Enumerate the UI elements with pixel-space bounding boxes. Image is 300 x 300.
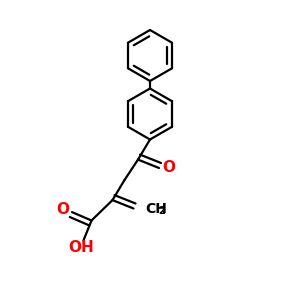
Text: O: O: [162, 160, 175, 175]
Text: OH: OH: [68, 240, 94, 255]
Text: 2: 2: [158, 206, 165, 217]
Text: CH: CH: [146, 202, 167, 216]
Text: O: O: [56, 202, 70, 217]
